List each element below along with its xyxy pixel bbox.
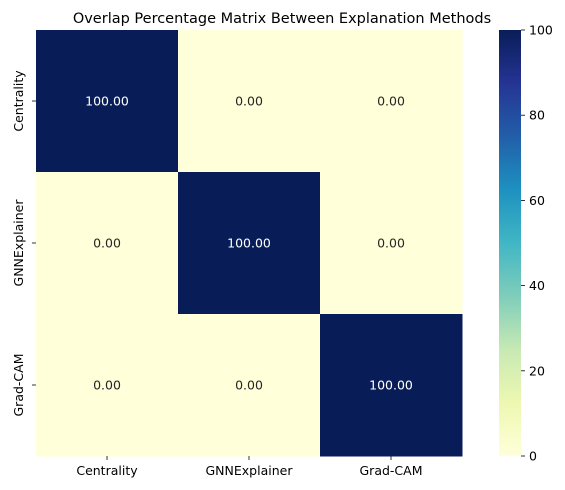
cell-value-label: 100.00 — [85, 94, 129, 109]
x-tick-label: Centrality — [76, 463, 138, 478]
chart-title: Overlap Percentage Matrix Between Explan… — [73, 11, 491, 27]
cell-value-label: 0.00 — [93, 236, 121, 251]
x-tick-label: GNNExplainer — [206, 463, 294, 478]
heatmap-cells — [36, 30, 463, 457]
colorbar: 0 20 40 60 80 100 — [499, 23, 553, 464]
cell-value-label: 0.00 — [377, 94, 405, 109]
x-axis: Centrality GNNExplainer Grad-CAM — [76, 456, 423, 478]
colorbar-tick-label: 40 — [529, 278, 545, 293]
heatmap-cell — [36, 30, 179, 173]
y-axis: Centrality GNNExplainer Grad-CAM — [11, 70, 36, 417]
colorbar-tick-label: 80 — [529, 108, 545, 123]
heatmap-cell — [320, 314, 463, 457]
y-tick-label: Centrality — [11, 70, 26, 132]
cell-value-label: 0.00 — [93, 378, 121, 393]
heatmap-cell — [320, 30, 463, 173]
heatmap-cell — [36, 314, 179, 457]
cell-value-label: 100.00 — [227, 236, 271, 251]
cell-value-label: 0.00 — [377, 236, 405, 251]
colorbar-tick-label: 0 — [529, 449, 537, 464]
cell-annotations: 100.00 0.00 0.00 0.00 100.00 0.00 0.00 0.00 100.… — [85, 94, 413, 393]
heatmap-cell — [320, 172, 463, 315]
cell-value-label: 0.00 — [235, 94, 263, 109]
y-tick-label: Grad-CAM — [11, 354, 26, 417]
heatmap-cell — [36, 172, 179, 315]
heatmap-cell — [178, 172, 321, 315]
heatmap-cell — [178, 314, 321, 457]
heatmap-cell — [178, 30, 321, 173]
cell-value-label: 100.00 — [369, 378, 413, 393]
colorbar-tick-label: 100 — [529, 23, 553, 38]
x-tick-label: Grad-CAM — [360, 463, 423, 478]
y-tick-label: GNNExplainer — [11, 199, 26, 287]
cell-value-label: 0.00 — [235, 378, 263, 393]
colorbar-tick-label: 20 — [529, 363, 545, 378]
colorbar-gradient — [499, 30, 521, 456]
colorbar-tick-label: 60 — [529, 193, 545, 208]
